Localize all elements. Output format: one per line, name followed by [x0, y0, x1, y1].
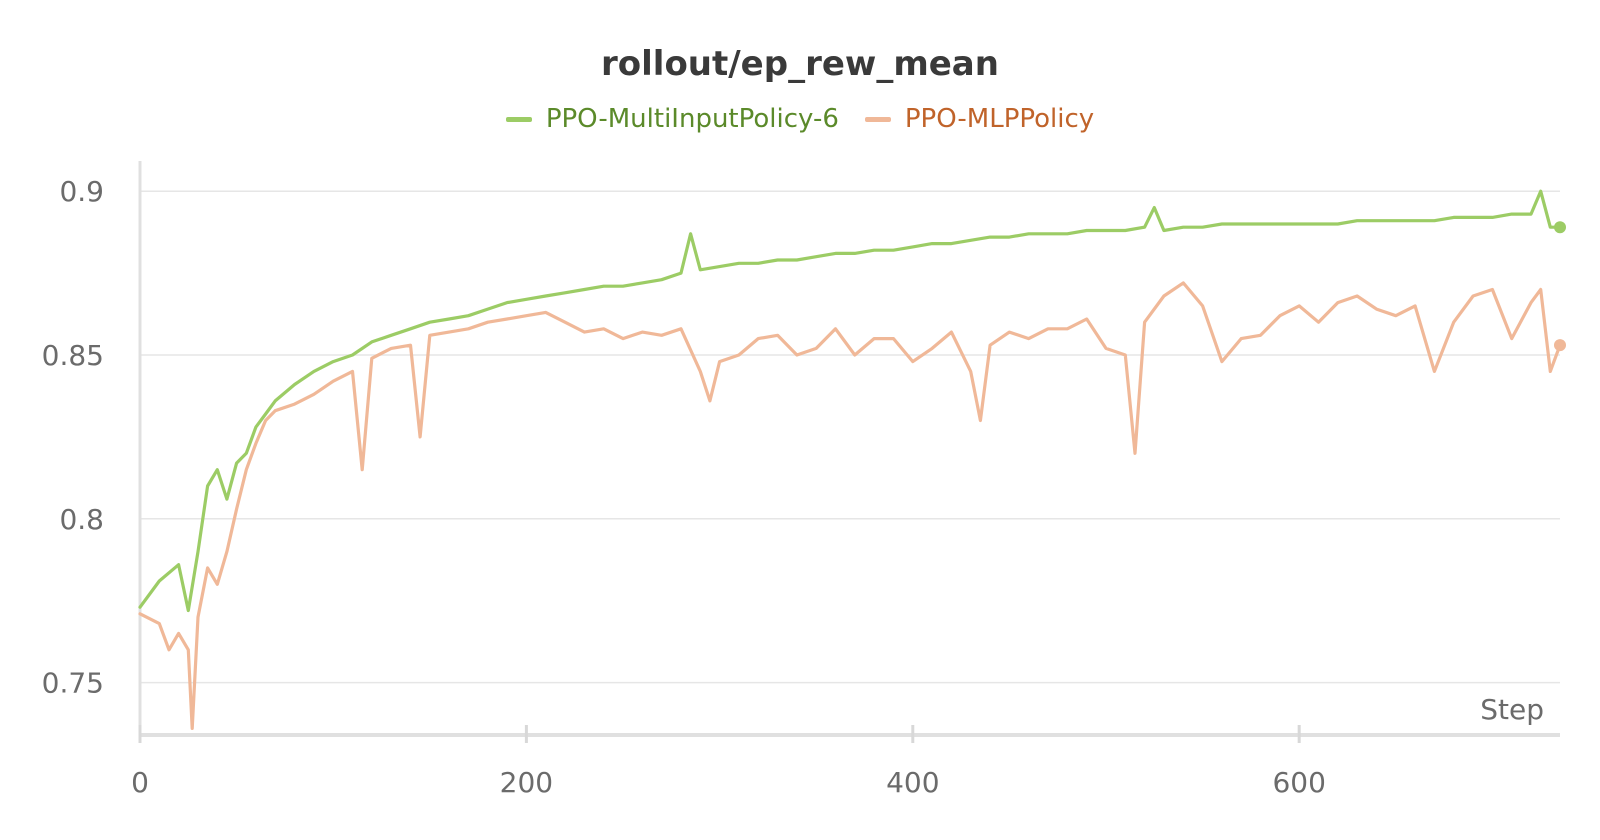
series-lines	[138, 189, 1566, 731]
series-end-point-mlp	[1554, 339, 1566, 352]
legend-swatch-multiinput	[505, 116, 532, 122]
y-tick-label: 0.85	[42, 339, 104, 372]
x-axis-label: Step	[1480, 693, 1544, 726]
x-tick-label: 600	[1272, 766, 1325, 799]
tick-labels: 0.75 0.8 0.85 0.9 0 200 400 600	[42, 175, 1326, 799]
chart-title: rollout/ep_rew_mean	[601, 44, 999, 84]
x-tick-label: 200	[500, 766, 553, 799]
series-line-mlp	[138, 281, 1562, 731]
legend-item-multiinput[interactable]: PPO-MultiInputPolicy-6	[505, 104, 839, 134]
legend-label-multiinput: PPO-MultiInputPolicy-6	[545, 104, 839, 134]
chart-legend: PPO-MultiInputPolicy-6 PPO-MLPPolicy	[0, 104, 1600, 134]
legend-label-mlp: PPO-MLPPolicy	[904, 104, 1095, 134]
y-tick-label: 0.9	[59, 175, 104, 208]
legend-item-mlp[interactable]: PPO-MLPPolicy	[864, 104, 1095, 134]
x-tick-label: 0	[131, 766, 149, 799]
series-line-multiinput	[138, 189, 1562, 613]
y-tick-label: 0.8	[59, 503, 104, 536]
series-end-point-multiinput	[1554, 221, 1566, 234]
x-tick-label: 400	[886, 766, 939, 799]
y-tick-label: 0.75	[42, 667, 104, 700]
grid-lines	[140, 190, 1560, 684]
legend-swatch-mlp	[864, 116, 891, 122]
axes	[138, 161, 1560, 743]
